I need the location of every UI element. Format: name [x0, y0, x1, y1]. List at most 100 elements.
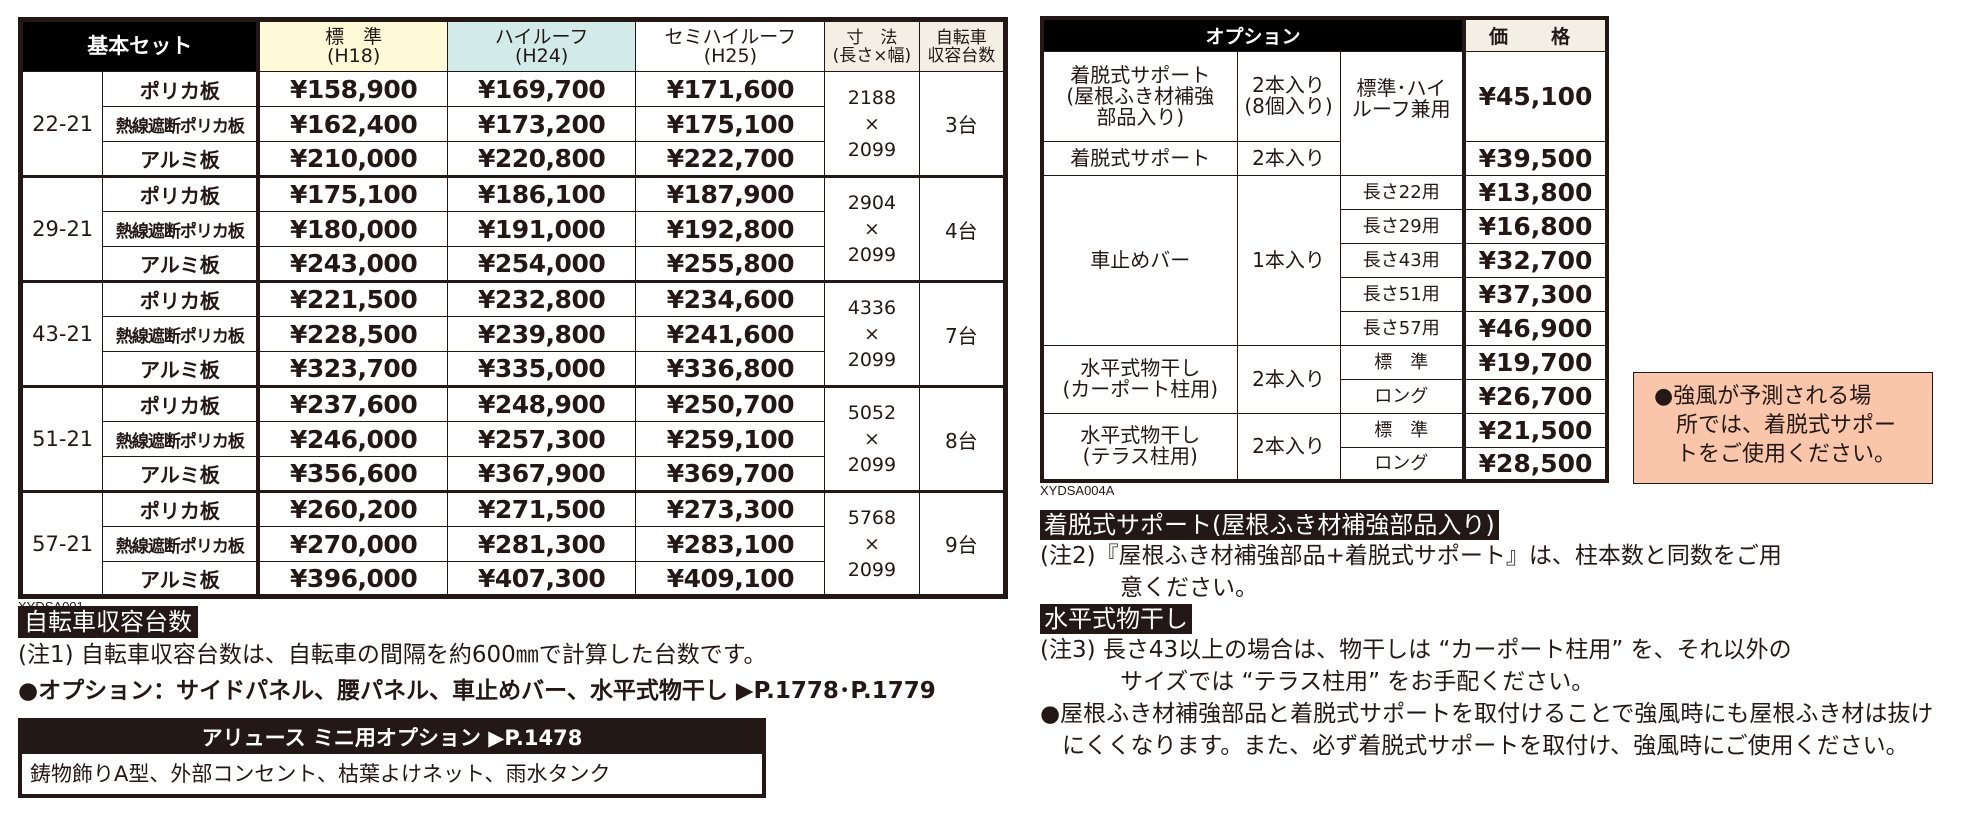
- material-cell: 熱線遮断ポリカ板: [102, 421, 259, 457]
- table-row: 熱線遮断ポリカ板 ¥180,000 ¥191,000 ¥192,800: [21, 211, 1006, 247]
- option-price: ¥46,900: [1462, 310, 1608, 346]
- option-price: ¥39,500: [1462, 140, 1608, 176]
- price-h24: ¥254,000: [446, 246, 637, 282]
- support-label: 着脱式サポート(屋根ふき材補強部品入り): [1040, 510, 1499, 540]
- price-h24: ¥173,200: [446, 106, 637, 142]
- header-high-roof-h24: ハイルーフ (H24): [446, 19, 637, 72]
- header-bike-capacity: 自転車 収容台数: [918, 19, 1007, 72]
- header-standard-h18: 標 準 (H18): [256, 19, 448, 72]
- option-spec: 長さ57用: [1339, 310, 1465, 346]
- material-cell: アルミ板: [102, 246, 259, 282]
- option-price: ¥28,500: [1462, 446, 1608, 482]
- option-price-table-section: オプション 価 格 着脱式サポート (屋根ふき材補強 部品入り) 2本入り (8…: [1040, 16, 1610, 498]
- note-1: (注1) 自転車収容台数は、自転車の間隔を約600㎜で計算した台数です。: [18, 642, 767, 668]
- size-cell: 43-21: [19, 280, 104, 387]
- option-variant-row: 車止めバー 1本入り 長さ22用 ¥13,800: [1041, 174, 1608, 346]
- option-qty: 1本入り: [1236, 174, 1341, 346]
- option-table-code: XYDSA004A: [1040, 483, 1115, 498]
- material-cell: アルミ板: [102, 141, 259, 177]
- material-cell: アルミ板: [102, 456, 259, 492]
- option-price: ¥16,800: [1462, 208, 1608, 244]
- note-3-line-2: サイズでは “テラス柱用” をお手配ください。: [1120, 669, 1595, 695]
- price-h25: ¥241,600: [635, 316, 826, 352]
- option-name: 着脱式サポート: [1041, 140, 1238, 176]
- table-row: アルミ板 ¥243,000 ¥254,000 ¥255,800: [21, 246, 1006, 282]
- price-h25: ¥171,600: [635, 71, 826, 107]
- option-name: 着脱式サポート (屋根ふき材補強 部品入り): [1041, 50, 1238, 142]
- material-cell: ポリカ板: [102, 175, 259, 212]
- mini-options-header: アリュース ミニ用オプション ▶P.1478: [22, 722, 762, 754]
- option-qty: 2本入り: [1236, 140, 1341, 176]
- dimension-cell: 4336 × 2099: [824, 280, 920, 387]
- size-cell: 29-21: [19, 175, 104, 282]
- price-h18: ¥180,000: [256, 211, 448, 247]
- price-h25: ¥283,100: [635, 526, 826, 562]
- option-price: ¥45,100: [1462, 50, 1608, 142]
- price-h24: ¥191,000: [446, 211, 637, 247]
- option-price: ¥37,300: [1462, 276, 1608, 312]
- price-h25: ¥259,100: [635, 421, 826, 457]
- material-cell: ポリカ板: [102, 71, 259, 107]
- table-row: 熱線遮断ポリカ板 ¥162,400 ¥173,200 ¥175,100: [21, 106, 1006, 142]
- price-h18: ¥158,900: [256, 71, 448, 107]
- dimension-cell: 2904 × 2099: [824, 175, 920, 282]
- right-notes-section: 着脱式サポート(屋根ふき材補強部品入り) (注2)『屋根ふき材補強部品+着脱式サ…: [1040, 484, 1950, 762]
- price-h25: ¥273,300: [635, 490, 826, 527]
- option-spec: 長さ43用: [1339, 242, 1465, 278]
- option-variant-row: 水平式物干し (カーポート柱用) 2本入り標 準 ¥19,700: [1041, 344, 1608, 414]
- dimension-cell: 5052 × 2099: [824, 385, 920, 492]
- mini-options-body: 鋳物飾りA型、外部コンセント、枯葉よけネット、雨水タンク: [30, 762, 611, 786]
- price-h24: ¥407,300: [446, 561, 637, 597]
- option-price: ¥13,800: [1462, 174, 1608, 210]
- price-h25: ¥234,600: [635, 280, 826, 317]
- option-row-support-reinforced: 着脱式サポート (屋根ふき材補強 部品入り) 2本入り (8個入り) 標準･ハイ…: [1041, 50, 1608, 176]
- option-price: ¥26,700: [1462, 378, 1608, 414]
- option-variant-row: 水平式物干し (テラス柱用) 2本入り標 準 ¥21,500: [1041, 412, 1608, 482]
- table-row: 29-21 ポリカ板 ¥175,100 ¥186,100 ¥187,900 2904 × 20…: [19, 175, 1007, 282]
- price-h25: ¥187,900: [635, 175, 826, 212]
- price-h24: ¥335,000: [446, 351, 637, 387]
- option-spec: 長さ29用: [1339, 208, 1465, 244]
- price-h24: ¥232,800: [446, 280, 637, 317]
- strong-wind-warning-box: ●強風が予測される場 所では、着脱式サポー トをご使用ください。: [1633, 372, 1933, 484]
- option-variant-row: 長さ43用 ¥32,700: [1042, 242, 1608, 278]
- option-price-table: オプション 価 格 着脱式サポート (屋根ふき材補強 部品入り) 2本入り (8…: [1040, 16, 1610, 483]
- price-h25: ¥255,800: [635, 246, 826, 282]
- dimension-cell: 5768 × 2099: [824, 490, 920, 597]
- table-row: アルミ板 ¥210,000 ¥220,800 ¥222,700: [21, 141, 1006, 177]
- price-h18: ¥396,000: [256, 561, 448, 597]
- option-compat: 標準･ハイ ルーフ兼用: [1339, 50, 1465, 176]
- left-notes-section: 自転車収容台数 (注1) 自転車収容台数は、自転車の間隔を約600㎜で計算した台…: [18, 606, 1018, 798]
- material-cell: ポリカ板: [102, 490, 259, 527]
- price-h24: ¥271,500: [446, 490, 637, 527]
- option-price: ¥32,700: [1462, 242, 1608, 278]
- price-h24: ¥367,900: [446, 456, 637, 492]
- price-h18: ¥270,000: [256, 526, 448, 562]
- option-spec: ロング: [1339, 378, 1465, 414]
- price-h18: ¥228,500: [256, 316, 448, 352]
- material-cell: 熱線遮断ポリカ板: [102, 106, 259, 142]
- header-basic-set: 基本セット: [20, 19, 259, 72]
- price-h18: ¥221,500: [256, 280, 448, 317]
- table-row: 51-21 ポリカ板 ¥237,600 ¥248,900 ¥250,700 5052 × 20…: [19, 385, 1007, 492]
- bike-capacity-label: 自転車収容台数: [18, 606, 198, 638]
- material-cell: アルミ板: [102, 561, 259, 597]
- material-cell: ポリカ板: [102, 385, 259, 422]
- table-row: 熱線遮断ポリカ板 ¥270,000 ¥281,300 ¥283,100: [21, 526, 1006, 562]
- option-row-support: 着脱式サポート 2本入り ¥39,500: [1041, 140, 1608, 176]
- price-h24: ¥239,800: [446, 316, 637, 352]
- option-variant-row: ロング ¥26,700: [1042, 378, 1608, 414]
- option-header-row: オプション 価 格: [1041, 17, 1608, 52]
- material-cell: 熱線遮断ポリカ板: [102, 526, 259, 562]
- price-h18: ¥260,200: [256, 490, 448, 527]
- table-header-row: 基本セット 標 準 (H18) ハイルーフ (H24) セミハイルーフ (H25) 寸…: [20, 19, 1007, 72]
- price-h25: ¥369,700: [635, 456, 826, 492]
- option-qty: 2本入り: [1236, 412, 1341, 482]
- material-cell: 熱線遮断ポリカ板: [102, 211, 259, 247]
- option-variant-row: ロング ¥28,500: [1042, 446, 1608, 482]
- option-price: ¥19,700: [1462, 344, 1608, 380]
- table-row: アルミ板 ¥396,000 ¥407,300 ¥409,100: [21, 561, 1006, 597]
- note-2-line-1: (注2)『屋根ふき材補強部品+着脱式サポート』は、柱本数と同数をご用: [1040, 543, 1782, 569]
- option-variant-row: 長さ51用 ¥37,300: [1042, 276, 1608, 312]
- bike-capacity-cell: 4台: [918, 175, 1007, 282]
